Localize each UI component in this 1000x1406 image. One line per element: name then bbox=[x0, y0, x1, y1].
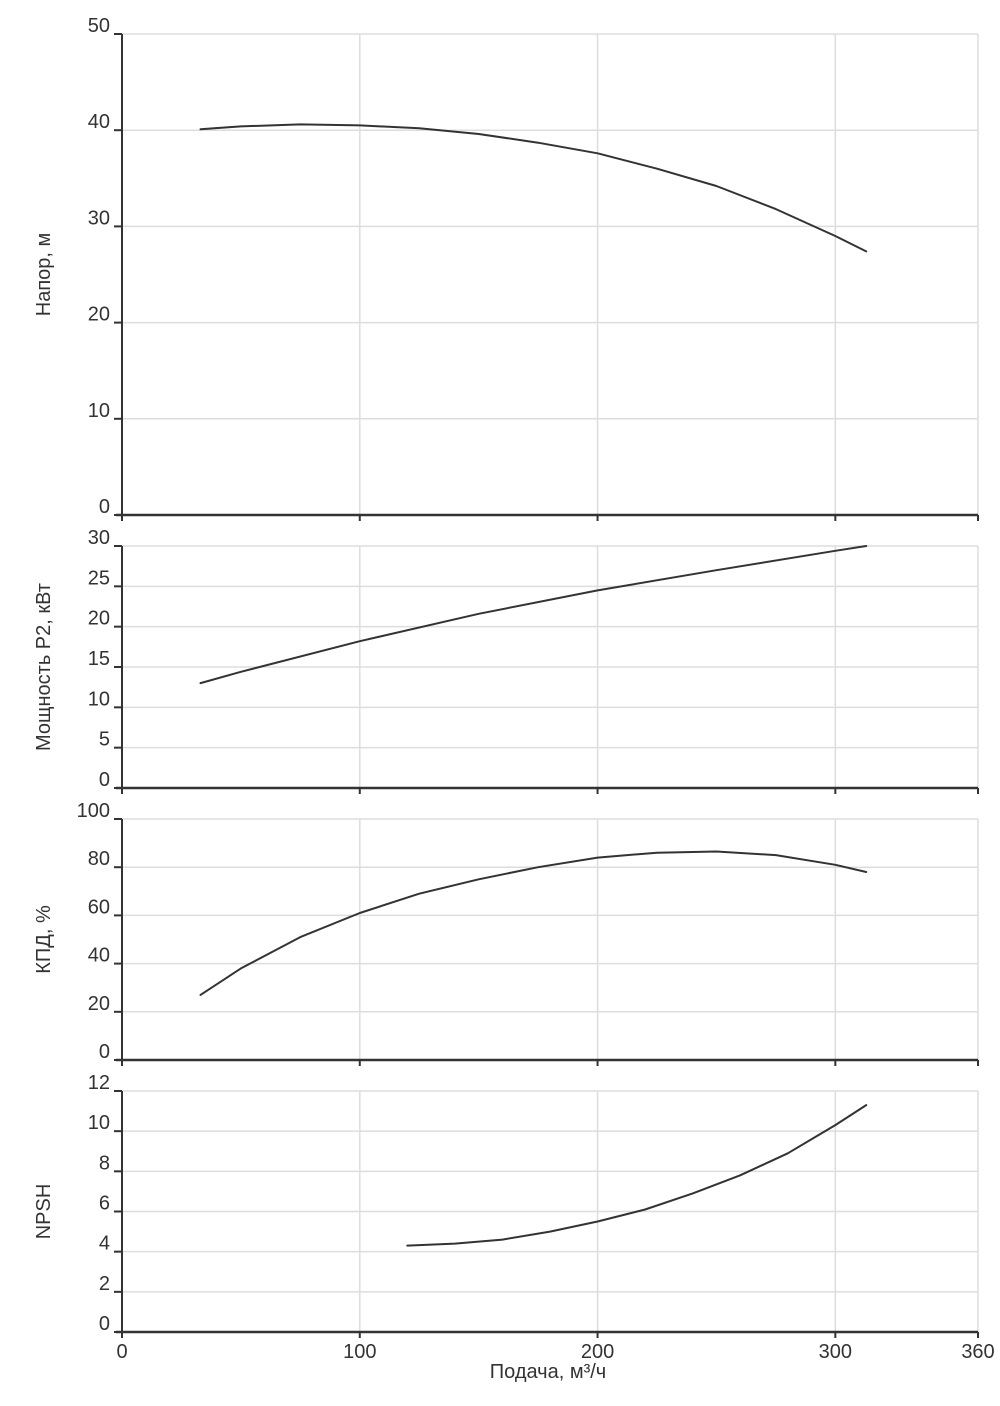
y-tick-label-head-20: 20 bbox=[88, 304, 110, 326]
x-tick-label-200: 200 bbox=[581, 1341, 614, 1363]
plot-area-head bbox=[122, 34, 978, 515]
y-axis-title-head: Напор, м bbox=[33, 233, 55, 317]
y-tick-label-head-0: 0 bbox=[99, 496, 110, 518]
y-tick-label-npsh-0: 0 bbox=[99, 1313, 110, 1335]
y-tick-label-head-30: 30 bbox=[88, 207, 110, 229]
y-axis-title-power: Мощность P2, кВт bbox=[33, 583, 55, 751]
panel-head: 0 10 20 30 40 50 Напор, м bbox=[33, 15, 979, 521]
y-tick-label-power-20: 20 bbox=[88, 608, 110, 630]
y-axis-title-npsh: NPSH bbox=[33, 1184, 55, 1240]
panel-npsh: 0 2 4 6 8 10 12 NPSH 0 100 200 300 360 Подача, м³/ч bbox=[33, 1072, 995, 1383]
y-tick-label-efficiency-20: 20 bbox=[88, 993, 110, 1015]
y-tick-label-efficiency-0: 0 bbox=[99, 1041, 110, 1063]
y-tick-label-efficiency-100: 100 bbox=[77, 800, 110, 822]
y-tick-label-npsh-4: 4 bbox=[99, 1233, 110, 1255]
y-tick-label-npsh-10: 10 bbox=[88, 1112, 110, 1134]
curve-efficiency-0 bbox=[199, 850, 868, 996]
y-tick-label-power-30: 30 bbox=[88, 527, 110, 549]
y-tick-label-power-10: 10 bbox=[88, 688, 110, 710]
x-tick-label-100: 100 bbox=[343, 1341, 376, 1363]
y-axis-title-efficiency: КПД, % bbox=[33, 905, 55, 974]
y-tick-label-power-0: 0 bbox=[99, 769, 110, 791]
y-tick-label-npsh-8: 8 bbox=[99, 1152, 110, 1174]
y-tick-label-npsh-12: 12 bbox=[88, 1072, 110, 1094]
curve-power-0 bbox=[199, 545, 868, 685]
panel-power: 0 5 10 15 20 25 30 Мощность P2, кВт bbox=[33, 527, 979, 794]
x-tick-label-300: 300 bbox=[819, 1341, 852, 1363]
y-tick-label-head-50: 50 bbox=[88, 15, 110, 37]
y-tick-label-power-15: 15 bbox=[88, 648, 110, 670]
y-tick-label-efficiency-60: 60 bbox=[88, 896, 110, 918]
y-tick-label-head-40: 40 bbox=[88, 111, 110, 133]
x-tick-label-360: 360 bbox=[961, 1341, 994, 1363]
x-tick-label-0: 0 bbox=[116, 1341, 127, 1363]
y-tick-label-efficiency-80: 80 bbox=[88, 848, 110, 870]
y-tick-label-efficiency-40: 40 bbox=[88, 945, 110, 967]
plot-area-efficiency bbox=[122, 819, 978, 1060]
y-tick-label-npsh-2: 2 bbox=[99, 1273, 110, 1295]
y-tick-label-power-25: 25 bbox=[88, 567, 110, 589]
y-tick-label-npsh-6: 6 bbox=[99, 1193, 110, 1215]
y-tick-label-power-5: 5 bbox=[99, 729, 110, 751]
curve-npsh-0 bbox=[406, 1104, 868, 1247]
curve-head-0 bbox=[199, 123, 868, 253]
panel-efficiency: 0 20 40 60 80 100 КПД, % bbox=[33, 800, 979, 1066]
y-tick-label-head-10: 10 bbox=[88, 400, 110, 422]
x-axis-title: Подача, м³/ч bbox=[490, 1361, 606, 1383]
